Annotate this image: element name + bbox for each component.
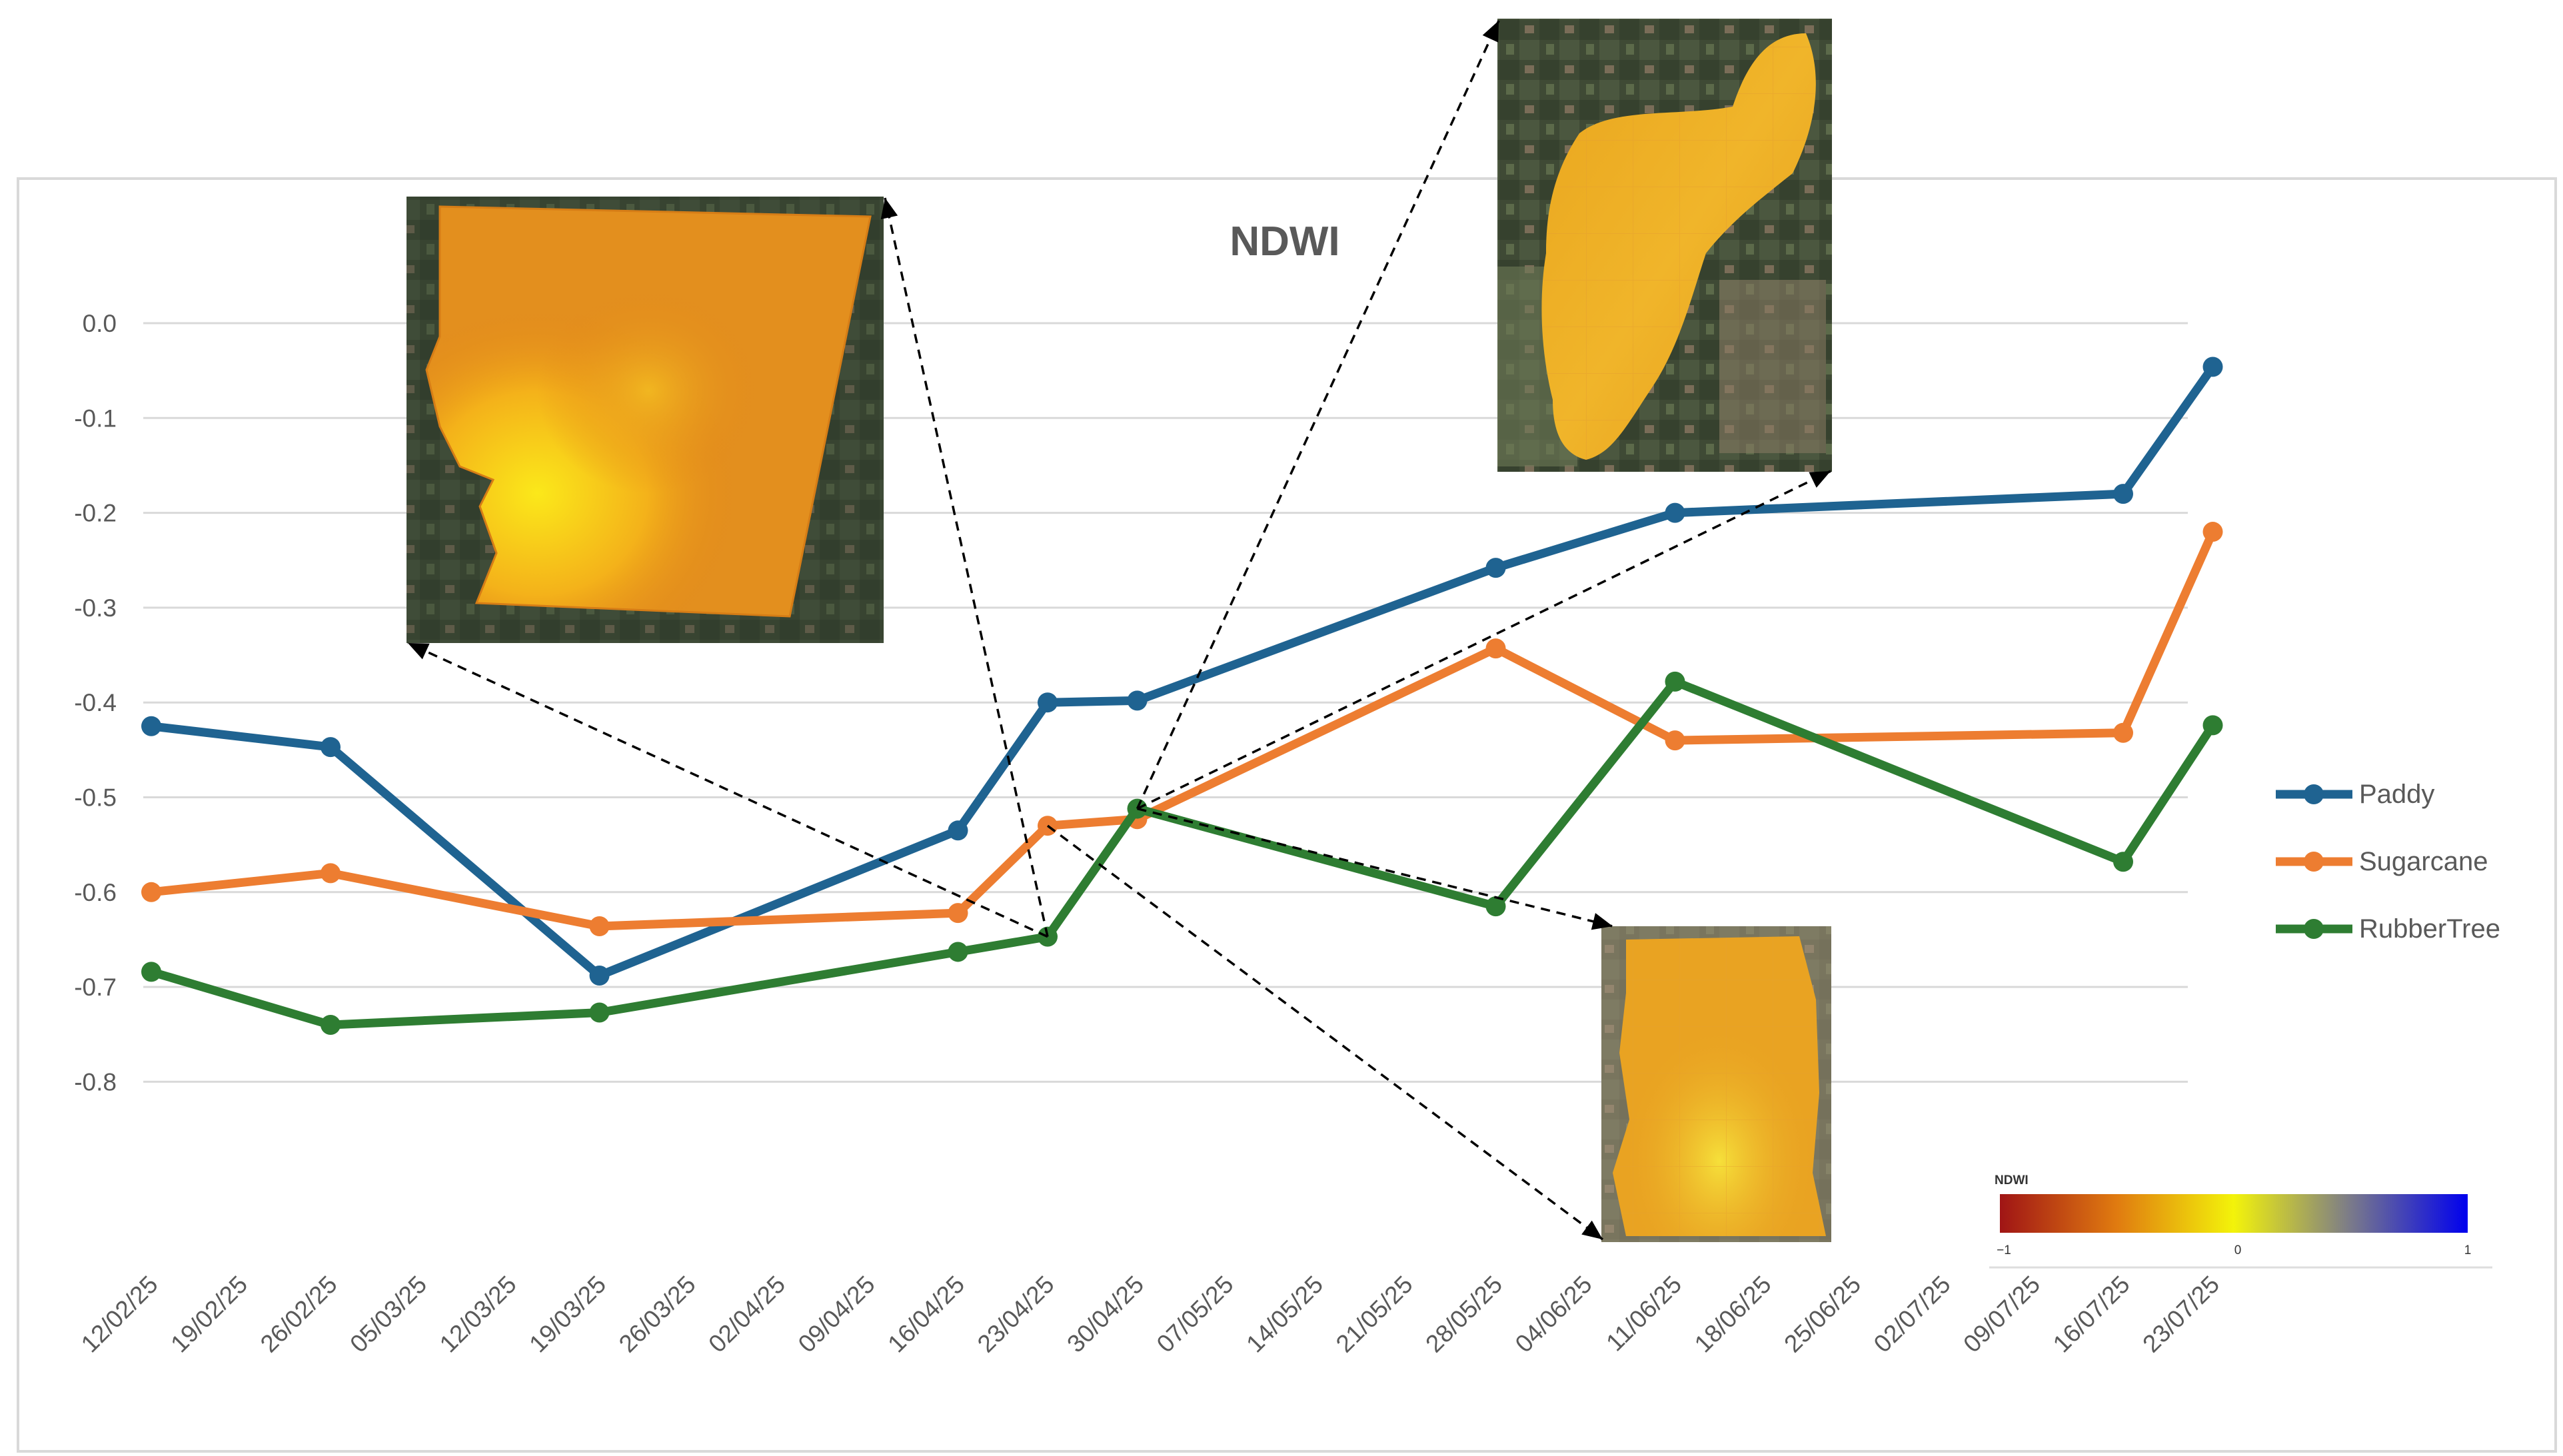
data-point-rubbertree bbox=[1485, 896, 1506, 917]
data-point-rubbertree bbox=[948, 942, 968, 962]
connector-sugarcane-left bbox=[1136, 20, 1500, 810]
data-point-rubbertree bbox=[589, 1002, 610, 1023]
data-point-sugarcane bbox=[2202, 522, 2223, 542]
chart-title: NDWI bbox=[1230, 219, 1339, 265]
data-point-sugarcane bbox=[2113, 722, 2133, 743]
y-tick-label: -0.5 bbox=[74, 784, 117, 812]
connector-sugarcane-left-head bbox=[1482, 21, 1499, 43]
y-tick-label: 0.0 bbox=[83, 310, 117, 337]
data-point-paddy bbox=[1485, 558, 1506, 578]
series-line-sugarcane bbox=[147, 527, 2217, 931]
colorbar-gradient bbox=[2000, 1194, 2468, 1233]
connector-paddy-right bbox=[884, 197, 1049, 938]
connector-rubbertree-bottom bbox=[1046, 824, 1604, 1241]
data-point-rubbertree bbox=[1665, 671, 1685, 692]
y-tick-label: -0.3 bbox=[74, 594, 117, 622]
series-line-paddy bbox=[147, 362, 2217, 980]
connector-paddy-right-head bbox=[880, 198, 898, 220]
y-tick-label: -0.1 bbox=[74, 404, 117, 432]
data-point-paddy bbox=[141, 716, 161, 736]
series-paddy bbox=[141, 357, 2223, 986]
data-point-sugarcane bbox=[948, 903, 968, 924]
connector-paddy-left bbox=[407, 642, 1048, 938]
data-point-rubbertree bbox=[2113, 852, 2133, 872]
data-point-paddy bbox=[589, 966, 610, 986]
colorbar-mid-label: 0 bbox=[2234, 1243, 2242, 1257]
data-point-paddy bbox=[2202, 357, 2223, 377]
legend-swatch-marker bbox=[2304, 919, 2324, 939]
data-point-sugarcane bbox=[141, 882, 161, 902]
y-tick-label: -0.2 bbox=[74, 500, 117, 527]
y-tick-label: -0.8 bbox=[74, 1068, 117, 1095]
data-point-sugarcane bbox=[321, 863, 341, 884]
legend-label: RubberTree bbox=[2359, 914, 2500, 944]
data-point-paddy bbox=[948, 820, 968, 841]
connector-rubbertree-top bbox=[1137, 807, 1613, 928]
data-point-paddy bbox=[321, 737, 341, 758]
data-point-paddy bbox=[2113, 484, 2133, 504]
legend-label: Paddy bbox=[2359, 780, 2434, 809]
data-point-rubbertree bbox=[141, 962, 161, 982]
colorbar-title: NDWI bbox=[1995, 1173, 2029, 1187]
legend-swatch-marker bbox=[2304, 852, 2324, 872]
data-point-rubbertree bbox=[2202, 715, 2223, 736]
rubbertree-field-ndwi-map bbox=[1601, 926, 1831, 1242]
data-point-paddy bbox=[1665, 502, 1685, 523]
ndwi-colorbar: NDWI −1 0 1 bbox=[1989, 1173, 2492, 1269]
data-point-sugarcane bbox=[1485, 638, 1506, 659]
series-rubbertree bbox=[141, 671, 2223, 1036]
data-point-rubbertree bbox=[321, 1015, 341, 1036]
colorbar-max-label: 1 bbox=[2464, 1243, 2472, 1257]
paddy-field-ndwi-map bbox=[407, 197, 884, 643]
legend-swatch-marker bbox=[2304, 784, 2324, 804]
connector-sugarcane-right-head bbox=[1809, 471, 1831, 488]
y-tick-label: -0.4 bbox=[74, 689, 117, 716]
legend: Paddy Sugarcane RubberTree bbox=[2276, 780, 2500, 944]
data-point-paddy bbox=[1127, 690, 1148, 711]
connector-paddy-left-head bbox=[408, 643, 430, 660]
sugarcane-field-ndwi-map bbox=[1497, 19, 1832, 472]
data-point-sugarcane bbox=[589, 916, 610, 937]
series-sugarcane bbox=[141, 522, 2223, 937]
y-axis-ticks: 0.0 -0.1 -0.2 -0.3 -0.4 -0.5 -0.6 -0.7 -0.8 bbox=[74, 310, 117, 1095]
connector-rubbertree-top-head bbox=[1591, 913, 1613, 930]
connector-rubbertree-bottom-head bbox=[1581, 1220, 1603, 1239]
y-tick-label: -0.7 bbox=[74, 974, 117, 1001]
colorbar-min-label: −1 bbox=[1997, 1243, 2011, 1257]
legend-label: Sugarcane bbox=[2359, 847, 2488, 876]
connector-sugarcane-right bbox=[1136, 470, 1831, 810]
series-layer bbox=[141, 357, 2223, 1036]
inset-connectors bbox=[407, 20, 1831, 1241]
chart-frame bbox=[17, 177, 2557, 1453]
data-point-paddy bbox=[1038, 692, 1058, 713]
series-line-rubbertree bbox=[147, 677, 2217, 1030]
y-tick-label: -0.6 bbox=[74, 879, 117, 906]
data-point-sugarcane bbox=[1665, 730, 1685, 751]
